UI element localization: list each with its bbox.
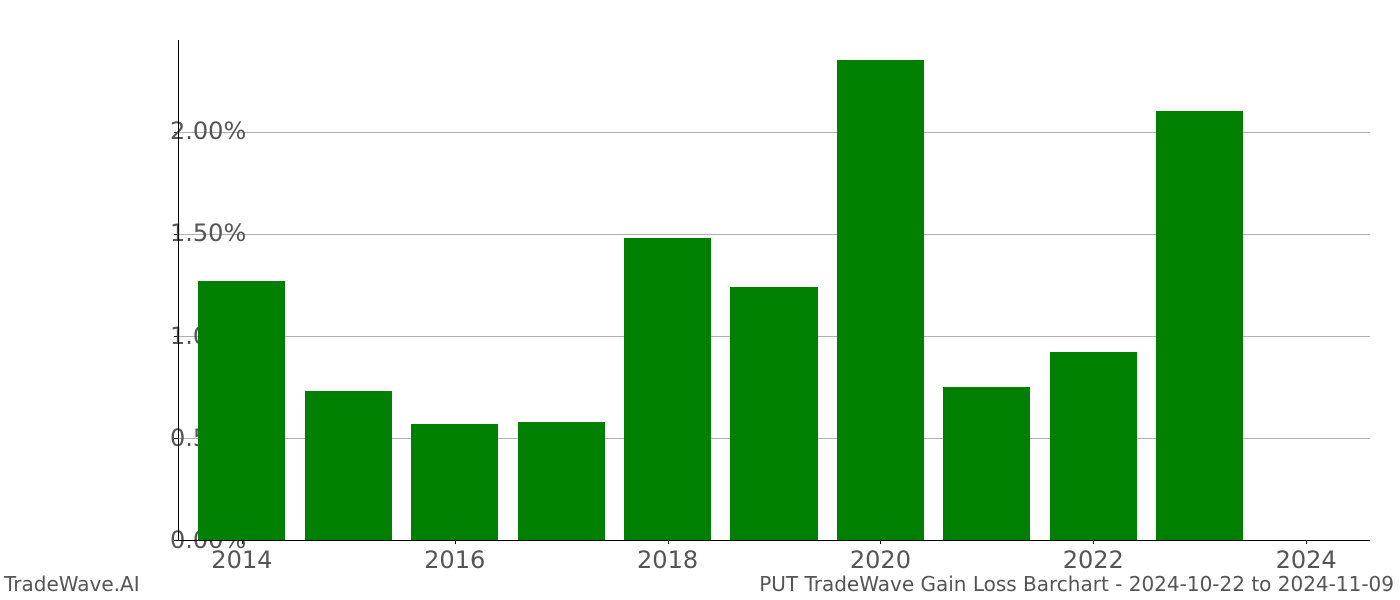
bar	[624, 238, 711, 540]
bar	[305, 391, 392, 540]
chart-stage: 0.00%0.50%1.00%1.50%2.00%201420162018202…	[0, 0, 1400, 600]
bar	[411, 424, 498, 540]
x-tick-label: 2020	[850, 546, 911, 574]
x-tick-label: 2024	[1276, 546, 1337, 574]
footer-left-label: TradeWave.AI	[4, 572, 140, 596]
bar	[198, 281, 285, 540]
bar	[943, 387, 1030, 540]
bar	[730, 287, 817, 540]
x-tick-label: 2016	[424, 546, 485, 574]
bar	[518, 422, 605, 540]
bar	[1156, 111, 1243, 540]
plot-area: 0.00%0.50%1.00%1.50%2.00%201420162018202…	[178, 40, 1370, 540]
bar	[837, 60, 924, 540]
x-tick-label: 2018	[637, 546, 698, 574]
x-axis-spine	[178, 540, 1370, 541]
footer-right-label: PUT TradeWave Gain Loss Barchart - 2024-…	[759, 572, 1394, 596]
bar	[1050, 352, 1137, 540]
x-tick-label: 2022	[1063, 546, 1124, 574]
x-tick-label: 2014	[211, 546, 272, 574]
y-axis-spine	[178, 40, 179, 540]
